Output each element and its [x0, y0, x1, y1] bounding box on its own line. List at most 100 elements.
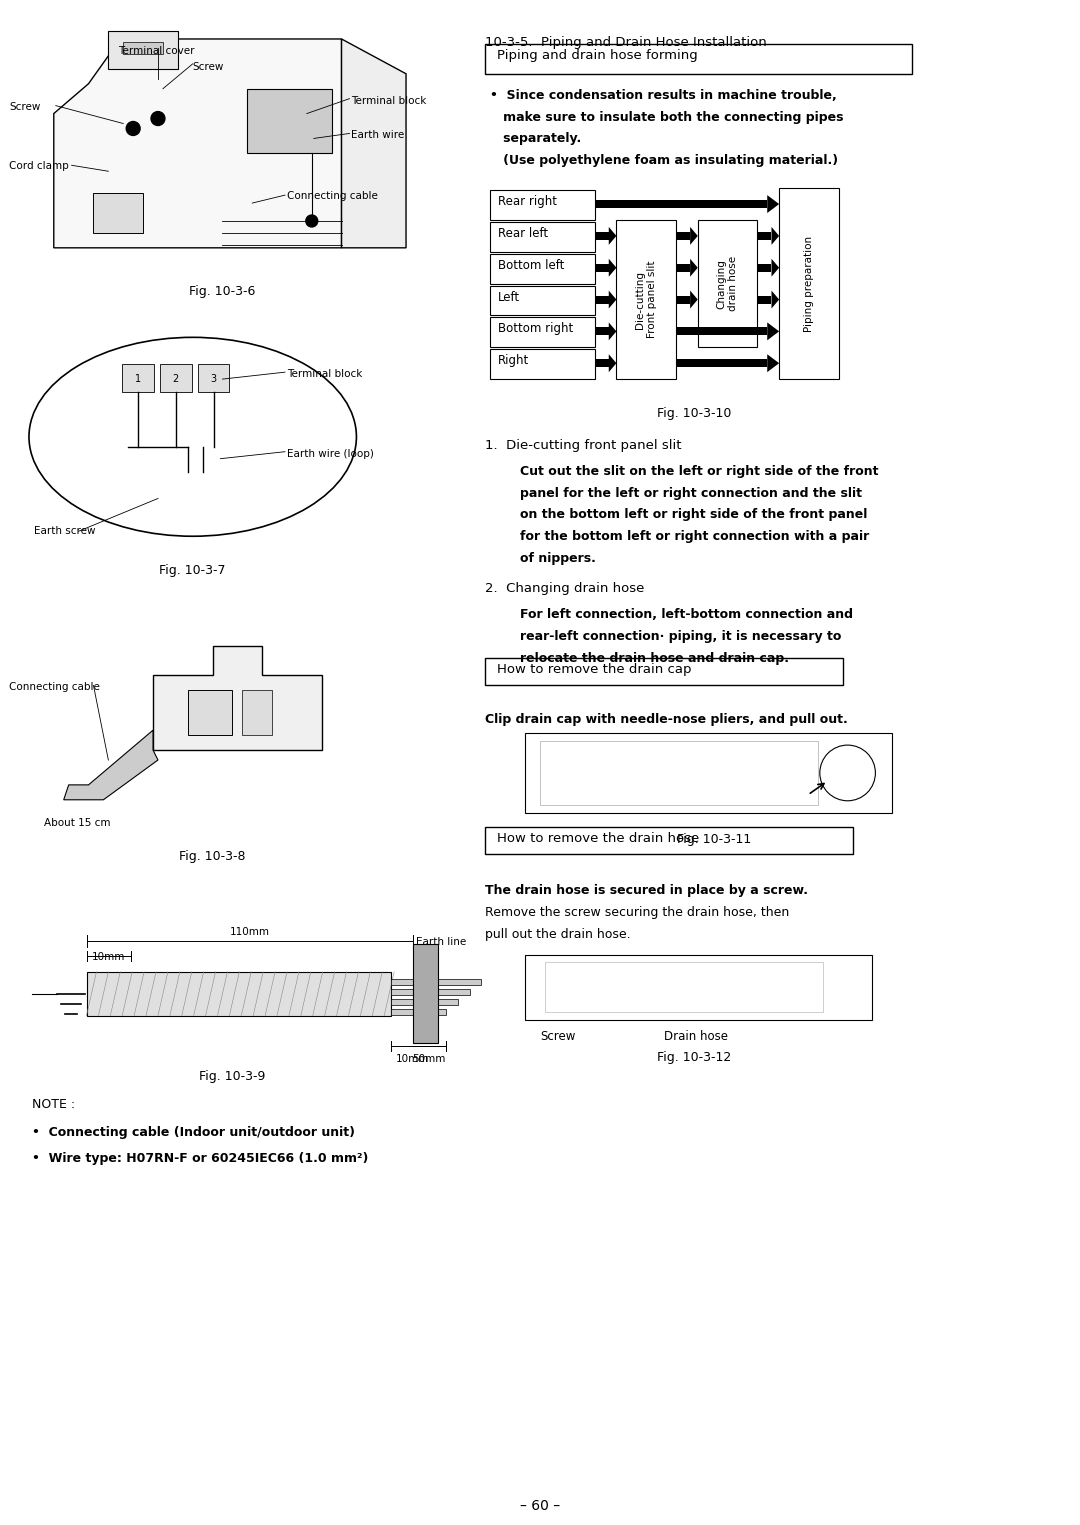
- Text: 2: 2: [173, 374, 179, 384]
- Text: •  Since condensation results in machine trouble,: • Since condensation results in machine …: [490, 88, 837, 102]
- Text: Fig. 10-3-6: Fig. 10-3-6: [189, 285, 256, 297]
- Polygon shape: [690, 259, 698, 276]
- Circle shape: [278, 113, 296, 131]
- Bar: [490, 349, 595, 380]
- Polygon shape: [771, 227, 779, 246]
- Bar: [490, 285, 595, 316]
- Text: NOTE :: NOTE :: [32, 1098, 76, 1112]
- Text: Changing
drain hose: Changing drain hose: [717, 256, 739, 311]
- Text: How to remove the drain hose: How to remove the drain hose: [497, 833, 700, 845]
- Text: Left: Left: [498, 291, 521, 303]
- Bar: [391, 988, 470, 994]
- Polygon shape: [767, 354, 779, 372]
- Text: 1: 1: [135, 374, 141, 384]
- Polygon shape: [771, 291, 779, 308]
- Bar: [94, 194, 143, 233]
- Polygon shape: [690, 291, 698, 308]
- Text: Terminal block: Terminal block: [287, 369, 363, 380]
- Text: Cord clamp: Cord clamp: [9, 162, 69, 171]
- Text: 10mm: 10mm: [396, 1054, 430, 1064]
- Text: Terminal block: Terminal block: [351, 96, 427, 105]
- Text: How to remove the drain cap: How to remove the drain cap: [497, 663, 692, 676]
- Polygon shape: [767, 322, 779, 340]
- Text: Fig. 10-3-7: Fig. 10-3-7: [160, 564, 226, 576]
- Bar: [698, 220, 757, 348]
- Polygon shape: [153, 645, 322, 750]
- Ellipse shape: [29, 337, 356, 537]
- Text: Fig. 10-3-11: Fig. 10-3-11: [676, 833, 751, 846]
- Bar: [676, 232, 690, 239]
- Polygon shape: [609, 354, 617, 372]
- Bar: [242, 691, 272, 735]
- Text: 10-3-5.  Piping and Drain Hose Installation: 10-3-5. Piping and Drain Hose Installati…: [485, 37, 767, 49]
- Text: Connecting cable: Connecting cable: [9, 683, 100, 692]
- Circle shape: [253, 113, 271, 131]
- Text: Fig. 10-3-10: Fig. 10-3-10: [657, 407, 731, 419]
- Text: Earth screw: Earth screw: [33, 526, 95, 537]
- Text: For left connection, left-bottom connection and: For left connection, left-bottom connect…: [521, 608, 853, 621]
- Polygon shape: [767, 195, 779, 214]
- Text: 1.  Die-cutting front panel slit: 1. Die-cutting front panel slit: [485, 439, 681, 451]
- Bar: [391, 979, 482, 985]
- Bar: [676, 328, 767, 336]
- Circle shape: [137, 43, 149, 55]
- Polygon shape: [609, 291, 617, 308]
- Bar: [485, 827, 852, 854]
- Polygon shape: [609, 259, 617, 276]
- Bar: [676, 264, 690, 271]
- Bar: [595, 328, 609, 336]
- Text: – 60 –: – 60 –: [519, 1499, 561, 1513]
- Text: Fig. 10-3-12: Fig. 10-3-12: [657, 1051, 731, 1064]
- Bar: [757, 296, 771, 303]
- Text: 2.  Changing drain hose: 2. Changing drain hose: [485, 583, 645, 595]
- Text: relocate the drain hose and drain cap.: relocate the drain hose and drain cap.: [521, 651, 789, 665]
- Bar: [122, 364, 154, 392]
- Text: Bottom left: Bottom left: [498, 259, 565, 271]
- Text: Right: Right: [498, 354, 529, 368]
- Text: Screw: Screw: [540, 1029, 576, 1043]
- Text: Die-cutting
Front panel slit: Die-cutting Front panel slit: [635, 261, 657, 339]
- Bar: [485, 657, 842, 685]
- Polygon shape: [690, 227, 698, 246]
- Text: make sure to insulate both the connecting pipes: make sure to insulate both the connectin…: [490, 111, 843, 124]
- Bar: [676, 360, 767, 368]
- Circle shape: [126, 122, 140, 136]
- Text: Clip drain cap with needle-nose pliers, and pull out.: Clip drain cap with needle-nose pliers, …: [485, 714, 848, 726]
- Circle shape: [151, 111, 165, 125]
- Bar: [525, 955, 873, 1020]
- Bar: [617, 220, 676, 380]
- Polygon shape: [609, 227, 617, 246]
- Text: Piping preparation: Piping preparation: [804, 235, 814, 332]
- Text: Remove the screw securing the drain hose, then: Remove the screw securing the drain hose…: [485, 906, 789, 920]
- Text: Earth wire: Earth wire: [351, 131, 405, 140]
- Text: on the bottom left or right side of the front panel: on the bottom left or right side of the …: [521, 508, 867, 522]
- Text: Cut out the slit on the left or right side of the front: Cut out the slit on the left or right si…: [521, 465, 879, 477]
- Polygon shape: [771, 259, 779, 276]
- Polygon shape: [609, 322, 617, 340]
- Text: for the bottom left or right connection with a pair: for the bottom left or right connection …: [521, 531, 869, 543]
- Polygon shape: [54, 40, 341, 249]
- Bar: [108, 30, 178, 69]
- Text: Rear left: Rear left: [498, 227, 549, 239]
- Bar: [490, 191, 595, 220]
- Bar: [485, 44, 913, 73]
- Bar: [391, 1008, 446, 1014]
- Text: Screw: Screw: [192, 63, 224, 72]
- Text: Fig. 10-3-8: Fig. 10-3-8: [179, 849, 246, 863]
- Text: Earth line: Earth line: [416, 936, 467, 947]
- Text: 50mm: 50mm: [413, 1054, 446, 1064]
- Bar: [123, 43, 163, 53]
- Text: (Use polyethylene foam as insulating material.): (Use polyethylene foam as insulating mat…: [490, 154, 838, 168]
- Text: •  Connecting cable (Indoor unit/outdoor unit): • Connecting cable (Indoor unit/outdoor …: [32, 1125, 355, 1139]
- Text: Earth wire (loop): Earth wire (loop): [287, 448, 374, 459]
- Circle shape: [306, 215, 318, 227]
- Bar: [595, 232, 609, 239]
- Text: The drain hose is secured in place by a screw.: The drain hose is secured in place by a …: [485, 884, 809, 897]
- Text: Drain hose: Drain hose: [664, 1029, 728, 1043]
- Text: panel for the left or right connection and the slit: panel for the left or right connection a…: [521, 486, 862, 500]
- Bar: [198, 364, 229, 392]
- Text: About 15 cm: About 15 cm: [44, 817, 110, 828]
- Bar: [525, 734, 892, 813]
- Bar: [413, 944, 437, 1043]
- Bar: [160, 364, 192, 392]
